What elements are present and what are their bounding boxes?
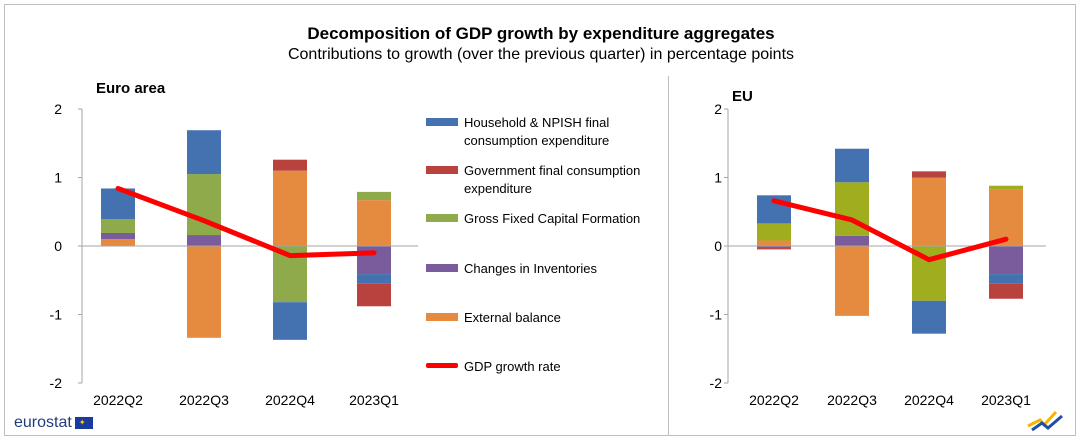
euro-area-x-tick-label: 2022Q3 xyxy=(179,392,229,408)
euro-area-bar-inventories-2022Q3 xyxy=(187,235,221,246)
legend-label-government: Government final consumption expenditure xyxy=(464,163,641,196)
legend-label-household: Household & NPISH final consumption expe… xyxy=(464,115,610,148)
legend-item-household: Household & NPISH final consumption expe… xyxy=(426,114,666,150)
eu-bar-external-2022Q4 xyxy=(912,177,946,246)
euro-area-y-tick-label: 1 xyxy=(54,170,62,186)
euro-area-bar-household-2022Q4 xyxy=(273,302,307,340)
eu-bar-inventories-2023Q1 xyxy=(989,246,1023,275)
euro-area-y-tick-label: -1 xyxy=(50,307,63,323)
eu-x-tick-label: 2022Q3 xyxy=(827,392,877,408)
euro-area-bar-inventories-2023Q1 xyxy=(357,246,391,275)
euro-area-bar-inventories-2022Q2 xyxy=(101,232,135,240)
legend-swatch-gfcf xyxy=(426,214,458,222)
euro-area-bar-gfcf-2022Q2 xyxy=(101,219,135,233)
eu-y-tick-label: -2 xyxy=(710,375,723,391)
eu-bar-gfcf_eu-2022Q2 xyxy=(757,223,791,241)
legend-item-gfcf: Gross Fixed Capital Formation xyxy=(426,210,666,228)
legend-swatch-government xyxy=(426,166,458,174)
euro-area-label: Euro area xyxy=(96,80,166,97)
euro-area-bar-government-2023Q1 xyxy=(357,283,391,307)
eu-bar-household-2022Q4 xyxy=(912,300,946,334)
eu-bar-gfcf_eu-2023Q1 xyxy=(989,185,1023,190)
legend-swatch-household xyxy=(426,118,458,126)
legend-label-inventories: Changes in Inventories xyxy=(464,261,597,276)
eu-bar-government-2022Q4 xyxy=(912,171,946,178)
legend-swatch-external xyxy=(426,313,458,321)
euro-area-bar-government-2022Q4 xyxy=(273,159,307,171)
chart-frame xyxy=(4,4,1076,436)
legend-item-external: External balance xyxy=(426,309,666,327)
euro-area-bar-external-2022Q4 xyxy=(273,170,307,246)
euro-area-y-tick-label: 2 xyxy=(54,101,62,117)
eu-bar-household-2022Q3 xyxy=(835,148,869,183)
legend-item-gdp: GDP growth rate xyxy=(426,358,666,376)
euro-area-x-tick-label: 2022Q4 xyxy=(265,392,315,408)
eu-y-tick-label: 1 xyxy=(714,170,722,186)
euro-area-x-tick-label: 2022Q2 xyxy=(93,392,143,408)
eu-y-tick-label: 2 xyxy=(714,101,722,117)
eu-bar-inventories-2022Q3 xyxy=(835,235,869,246)
legend-item-government: Government final consumption expenditure xyxy=(426,162,666,198)
eurostat-logo-text: eurostat xyxy=(14,414,72,431)
eu-x-tick-label: 2022Q2 xyxy=(749,392,799,408)
eu-flag-icon: ✦ xyxy=(74,417,93,429)
euro-area-bar-household-2022Q3 xyxy=(187,130,221,175)
eu-label: EU xyxy=(732,88,753,105)
eu-y-tick-label: 0 xyxy=(714,238,722,254)
legend-label-gfcf: Gross Fixed Capital Formation xyxy=(464,211,641,226)
eu-bar-government-2022Q2 xyxy=(757,248,791,250)
chart-subtitle: Contributions to growth (over the previo… xyxy=(287,46,795,63)
euro-area-bar-external-2022Q3 xyxy=(187,246,221,338)
eu-x-tick-label: 2023Q1 xyxy=(981,392,1031,408)
legend-label-external: External balance xyxy=(464,310,561,325)
euro-area-bar-gfcf-2023Q1 xyxy=(357,191,391,201)
eu-bar-government-2023Q1 xyxy=(989,283,1023,299)
eu-y-tick-label: -1 xyxy=(710,307,723,323)
euro-area-gdp-growth-line xyxy=(115,185,377,259)
panel-divider xyxy=(668,76,669,436)
eu-bar-external-2023Q1 xyxy=(989,189,1023,246)
eu-bar-inventories-2022Q2 xyxy=(757,246,791,249)
eu-bar-external-2022Q2 xyxy=(757,240,791,246)
euro-area-y-tick-label: -2 xyxy=(50,375,63,391)
eu-gdp-growth-line xyxy=(771,198,1009,263)
eu-x-tick-label: 2022Q4 xyxy=(904,392,954,408)
legend-label-gdp: GDP growth rate xyxy=(464,359,561,374)
euro-area-x-tick-label: 2023Q1 xyxy=(349,392,399,408)
chart-title: Decomposition of GDP growth by expenditu… xyxy=(307,24,775,43)
euro-area-bar-external-2022Q2 xyxy=(101,239,135,246)
legend-swatch-inventories xyxy=(426,264,458,272)
euro-area-bar-household-2023Q1 xyxy=(357,274,391,284)
euro-area-bar-external-2023Q1 xyxy=(357,200,391,246)
euro-area-y-tick-label: 0 xyxy=(54,238,62,254)
eurostat-logo: eurostat ✦ xyxy=(14,414,93,432)
eu-bar-household-2023Q1 xyxy=(989,274,1023,284)
legend-item-inventories: Changes in Inventories xyxy=(426,260,666,278)
eurostat-corner-icon xyxy=(1027,410,1063,432)
eu-bar-external-2022Q3 xyxy=(835,246,869,316)
legend-swatch-gdp xyxy=(426,363,458,368)
